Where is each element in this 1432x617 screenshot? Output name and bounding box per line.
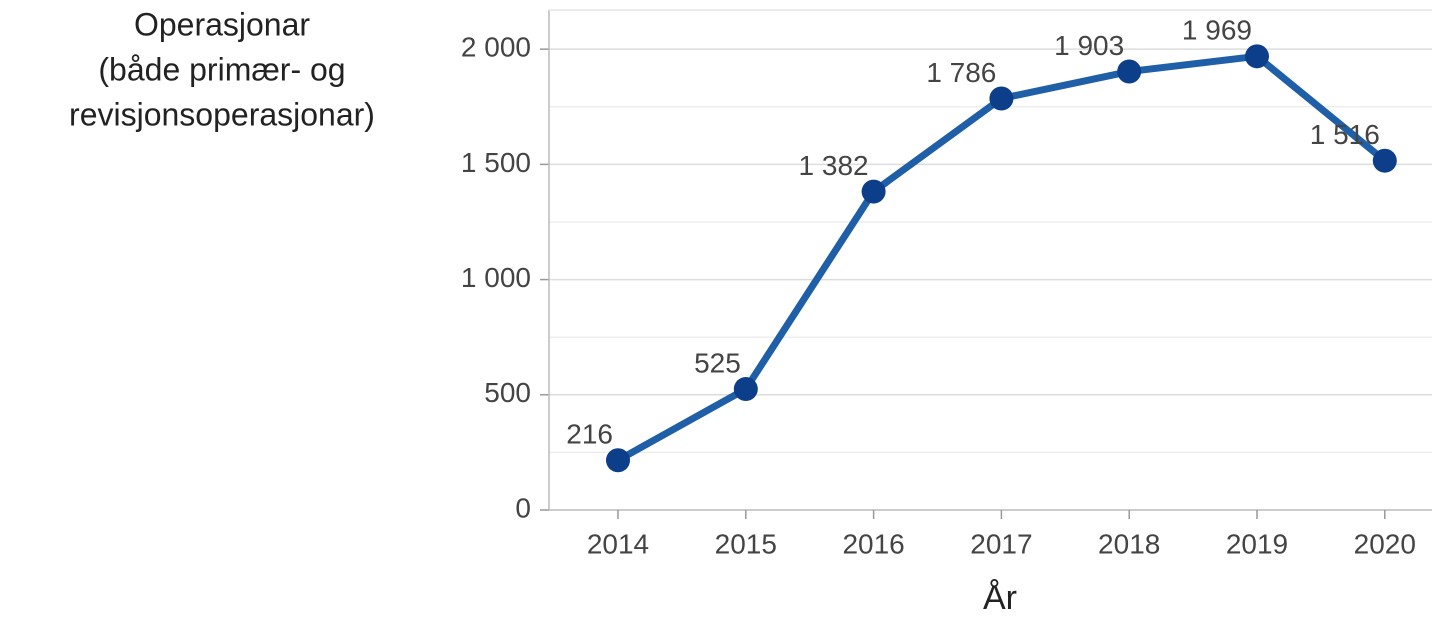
x-tick-label: 2015 [715, 528, 777, 559]
data-label: 1 903 [1054, 30, 1124, 61]
x-tick-label: 2019 [1226, 528, 1288, 559]
y-axis-label: revisjonsoperasjonar) [69, 96, 375, 132]
data-point [733, 377, 758, 402]
data-point [861, 179, 886, 204]
data-point [1245, 44, 1269, 69]
x-tick-label: 2017 [970, 528, 1032, 559]
data-label: 1 516 [1310, 119, 1380, 150]
x-tick-label: 2018 [1098, 528, 1160, 559]
x-tick-label: 2016 [842, 528, 904, 559]
x-axis-label: År [983, 579, 1017, 617]
y-axis-label: Operasjonar [134, 6, 310, 42]
y-tick-label: 2 000 [461, 32, 531, 63]
data-label: 1 382 [799, 150, 869, 181]
x-tick-label: 2014 [587, 528, 649, 559]
data-point [1372, 148, 1397, 173]
data-point [606, 448, 630, 473]
data-label: 216 [566, 419, 613, 450]
data-label: 525 [694, 347, 741, 378]
data-point [989, 86, 1014, 111]
y-tick-label: 0 [515, 492, 531, 523]
data-label: 1 786 [926, 57, 996, 88]
x-tick-label: 2020 [1354, 528, 1416, 559]
y-tick-label: 1 500 [461, 147, 531, 178]
y-tick-label: 500 [484, 377, 531, 408]
y-axis-label: (både primær- og [98, 51, 345, 87]
data-point [1117, 59, 1142, 84]
data-label: 1 969 [1182, 15, 1252, 46]
y-tick-label: 1 000 [461, 262, 531, 293]
data-line [616, 52, 1388, 464]
